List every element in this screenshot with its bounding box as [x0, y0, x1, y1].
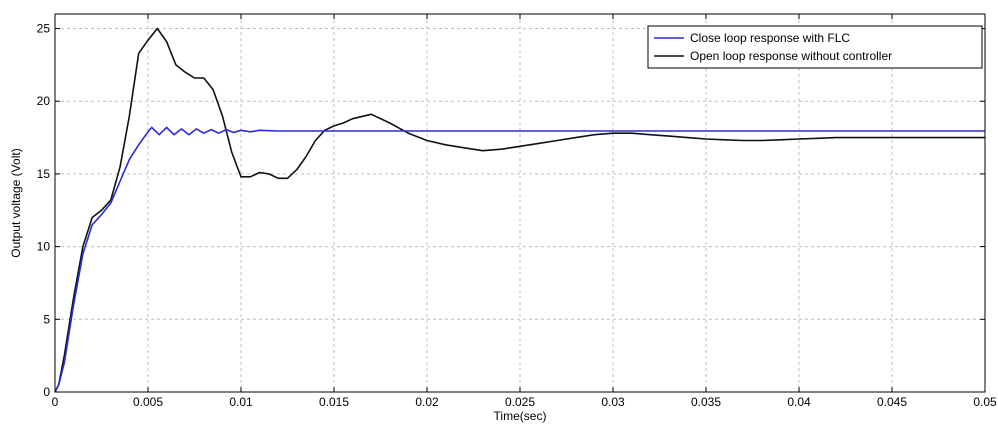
legend-label-open-loop: Open loop response without controller	[690, 49, 892, 63]
x-tick-label: 0.035	[691, 395, 721, 409]
x-tick-label: 0.005	[133, 395, 163, 409]
y-tick-label: 5	[43, 312, 50, 326]
grid-layer	[55, 14, 985, 392]
y-tick-label: 15	[37, 167, 51, 181]
x-tick-label: 0.045	[877, 395, 907, 409]
tick-layer: 0 0.005 0.01 0.015 0.02 0.025 0.03 0.035 0.04 0.0…	[37, 14, 997, 409]
x-tick-label: 0.015	[319, 395, 349, 409]
series-layer	[54, 27, 985, 393]
x-axis-label: Time(sec)	[494, 409, 547, 423]
y-tick-label: 25	[37, 22, 51, 36]
x-tick-label: 0.04	[787, 395, 811, 409]
y-axis-label: Output voltage (Volt)	[9, 148, 23, 257]
x-tick-label: 0.05	[973, 395, 997, 409]
legend-label-close-loop: Close loop response with FLC	[690, 31, 850, 45]
x-tick-label: 0.01	[229, 395, 253, 409]
series-line-close-loop	[54, 126, 985, 393]
legend: Close loop response with FLC Open loop r…	[647, 25, 983, 69]
x-tick-label: 0	[52, 395, 59, 409]
y-tick-label: 20	[37, 94, 51, 108]
x-tick-label: 0.025	[505, 395, 535, 409]
x-tick-label: 0.02	[415, 395, 439, 409]
y-tick-label: 10	[37, 240, 51, 254]
y-tick-label: 0	[43, 385, 50, 399]
series-line-open-loop	[54, 27, 985, 393]
x-tick-label: 0.03	[601, 395, 625, 409]
legend-box	[647, 25, 983, 69]
